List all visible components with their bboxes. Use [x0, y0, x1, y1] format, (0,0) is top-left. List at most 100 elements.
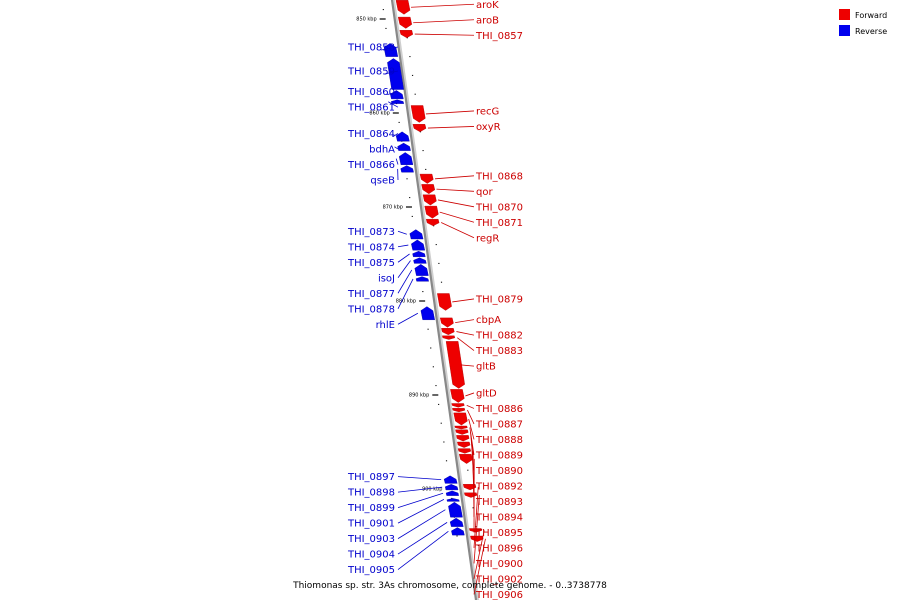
gene-label-THI_0897[interactable]: THI_0897	[347, 472, 395, 483]
gene-label-THI_0864[interactable]: THI_0864	[347, 129, 395, 140]
gene-label-THI_0871[interactable]: THI_0871	[475, 218, 523, 229]
gene-label-THI_0860[interactable]: THI_0860	[347, 87, 395, 98]
gene-THI_0890[interactable]	[455, 429, 469, 435]
gene-label-THI_0857[interactable]: THI_0857	[475, 31, 523, 42]
gene-THI_0859[interactable]	[387, 58, 404, 90]
gene-THI_0889[interactable]	[454, 425, 468, 430]
gene-THI_0901[interactable]	[446, 498, 460, 502]
gene-label-bdhA[interactable]: bdhA	[369, 145, 395, 156]
gene-THI_0906[interactable]	[470, 535, 484, 542]
gene-THI_0899[interactable]	[445, 490, 459, 496]
gene-label-THI_0883[interactable]: THI_0883	[475, 346, 523, 357]
gene-isoJ[interactable]	[413, 257, 427, 264]
gene-label-THI_0896[interactable]: THI_0896	[475, 543, 523, 554]
gene-THI_0898[interactable]	[444, 484, 459, 491]
gene-THI_0857[interactable]	[399, 30, 414, 39]
gene-label-gltD[interactable]: gltD	[476, 388, 497, 399]
gene-label-THI_0887[interactable]: THI_0887	[475, 419, 523, 430]
gene-label-THI_0888[interactable]: THI_0888	[475, 435, 523, 446]
gene-THI_0894[interactable]	[457, 448, 472, 454]
gene-THI_0868[interactable]	[419, 173, 434, 184]
gene-THI_0871[interactable]	[424, 205, 439, 219]
gene-label-THI_0859[interactable]: THI_0859	[347, 66, 395, 77]
gene-label-aroB[interactable]: aroB	[476, 15, 499, 26]
gene-label-THI_0868[interactable]: THI_0868	[475, 171, 523, 182]
gene-THI_0904[interactable]	[449, 517, 464, 527]
gene-bdhA[interactable]	[397, 142, 411, 151]
gene-THI_0858[interactable]	[383, 43, 399, 57]
gene-label-THI_0874[interactable]: THI_0874	[347, 242, 395, 253]
gene-label-THI_0892[interactable]: THI_0892	[475, 481, 523, 492]
gene-label-qor[interactable]: qor	[476, 187, 493, 198]
gene-label-THI_0861[interactable]: THI_0861	[347, 103, 395, 114]
gene-THI_0905[interactable]	[451, 527, 465, 536]
gene-label-THI_0904[interactable]: THI_0904	[347, 550, 395, 561]
gene-recG[interactable]	[410, 105, 426, 123]
gene-label-gltB[interactable]: gltB	[476, 362, 496, 373]
gene-label-aroK[interactable]: aroK	[476, 0, 499, 11]
gene-oxyR[interactable]	[412, 124, 427, 133]
gene-label-THI_0877[interactable]: THI_0877	[347, 289, 395, 300]
gene-leader-line	[394, 146, 399, 150]
gene-regR[interactable]	[425, 218, 440, 227]
gene-label-THI_0875[interactable]: THI_0875	[347, 258, 395, 269]
gene-label-regR[interactable]: regR	[476, 233, 499, 244]
gene-label-THI_0878[interactable]: THI_0878	[347, 304, 395, 315]
gene-label-recG[interactable]: recG	[476, 106, 499, 117]
gene-label-oxyR[interactable]: oxyR	[476, 122, 501, 133]
gene-label-THI_0894[interactable]: THI_0894	[475, 512, 523, 523]
gene-THI_0870[interactable]	[422, 194, 437, 206]
gene-THI_0886[interactable]	[451, 403, 465, 408]
gene-label-THI_0900[interactable]: THI_0900	[475, 559, 523, 570]
gene-label-cbpA[interactable]: cbpA	[476, 315, 501, 326]
gene-label-THI_0898[interactable]: THI_0898	[347, 488, 395, 499]
gene-label-THI_0903[interactable]: THI_0903	[347, 534, 395, 545]
gene-label-qseB[interactable]: qseB	[370, 176, 395, 187]
gene-label-isoJ[interactable]: isoJ	[378, 273, 395, 284]
gene-label-THI_0901[interactable]: THI_0901	[347, 519, 395, 530]
gene-label-THI_0866[interactable]: THI_0866	[347, 160, 395, 171]
gene-THI_0864[interactable]	[395, 131, 410, 142]
gene-THI_0882[interactable]	[441, 328, 455, 336]
gene-THI_0874[interactable]	[411, 239, 426, 251]
gene-label-THI_0905[interactable]: THI_0905	[347, 565, 395, 576]
gene-THI_0878[interactable]	[415, 276, 429, 282]
gene-THI_0866[interactable]	[398, 152, 414, 165]
gene-label-THI_0890[interactable]: THI_0890	[475, 466, 523, 477]
gene-THI_0861[interactable]	[390, 99, 405, 104]
gene-THI_0893[interactable]	[457, 441, 471, 448]
gene-label-THI_0870[interactable]: THI_0870	[475, 202, 523, 213]
gene-label-THI_0902[interactable]: THI_0902	[475, 574, 523, 585]
gene-THI_0877[interactable]	[414, 264, 429, 276]
gene-THI_0888[interactable]	[453, 412, 468, 426]
gene-THI_0875[interactable]	[412, 250, 426, 257]
gene-THI_0879[interactable]	[437, 293, 452, 311]
gene-leader-line	[414, 33, 475, 36]
gene-qor[interactable]	[421, 184, 436, 195]
gene-cbpA[interactable]	[439, 317, 454, 328]
gene-label-THI_0889[interactable]: THI_0889	[475, 450, 523, 461]
gene-label-THI_0895[interactable]: THI_0895	[475, 528, 523, 539]
gene-THI_0873[interactable]	[409, 229, 424, 240]
gene-qseB[interactable]	[400, 165, 414, 173]
gene-label-THI_0899[interactable]: THI_0899	[347, 503, 395, 514]
gene-label-THI_0879[interactable]: THI_0879	[475, 294, 523, 305]
gene-THI_0897[interactable]	[443, 475, 458, 484]
gene-label-THI_0886[interactable]: THI_0886	[475, 404, 523, 415]
gene-THI_0892[interactable]	[456, 435, 470, 442]
gene-aroB[interactable]	[397, 16, 413, 29]
gene-THI_0883[interactable]	[442, 335, 456, 340]
gene-label-THI_0882[interactable]: THI_0882	[475, 331, 523, 342]
gene-label-rhlE[interactable]: rhlE	[376, 320, 395, 331]
gene-THI_0903[interactable]	[448, 501, 463, 518]
gene-label-THI_0858[interactable]: THI_0858	[347, 43, 395, 54]
gene-rhlE[interactable]	[420, 306, 435, 320]
gene-label-THI_0873[interactable]: THI_0873	[347, 227, 395, 238]
gene-aroK[interactable]	[395, 0, 411, 15]
gene-THI_0887[interactable]	[452, 408, 466, 413]
gene-label-THI_0906[interactable]: THI_0906	[475, 590, 523, 600]
gene-gltD[interactable]	[450, 389, 465, 403]
gene-THI_0895[interactable]	[458, 454, 473, 464]
gene-label-THI_0893[interactable]: THI_0893	[475, 497, 523, 508]
gene-gltB[interactable]	[445, 341, 465, 389]
